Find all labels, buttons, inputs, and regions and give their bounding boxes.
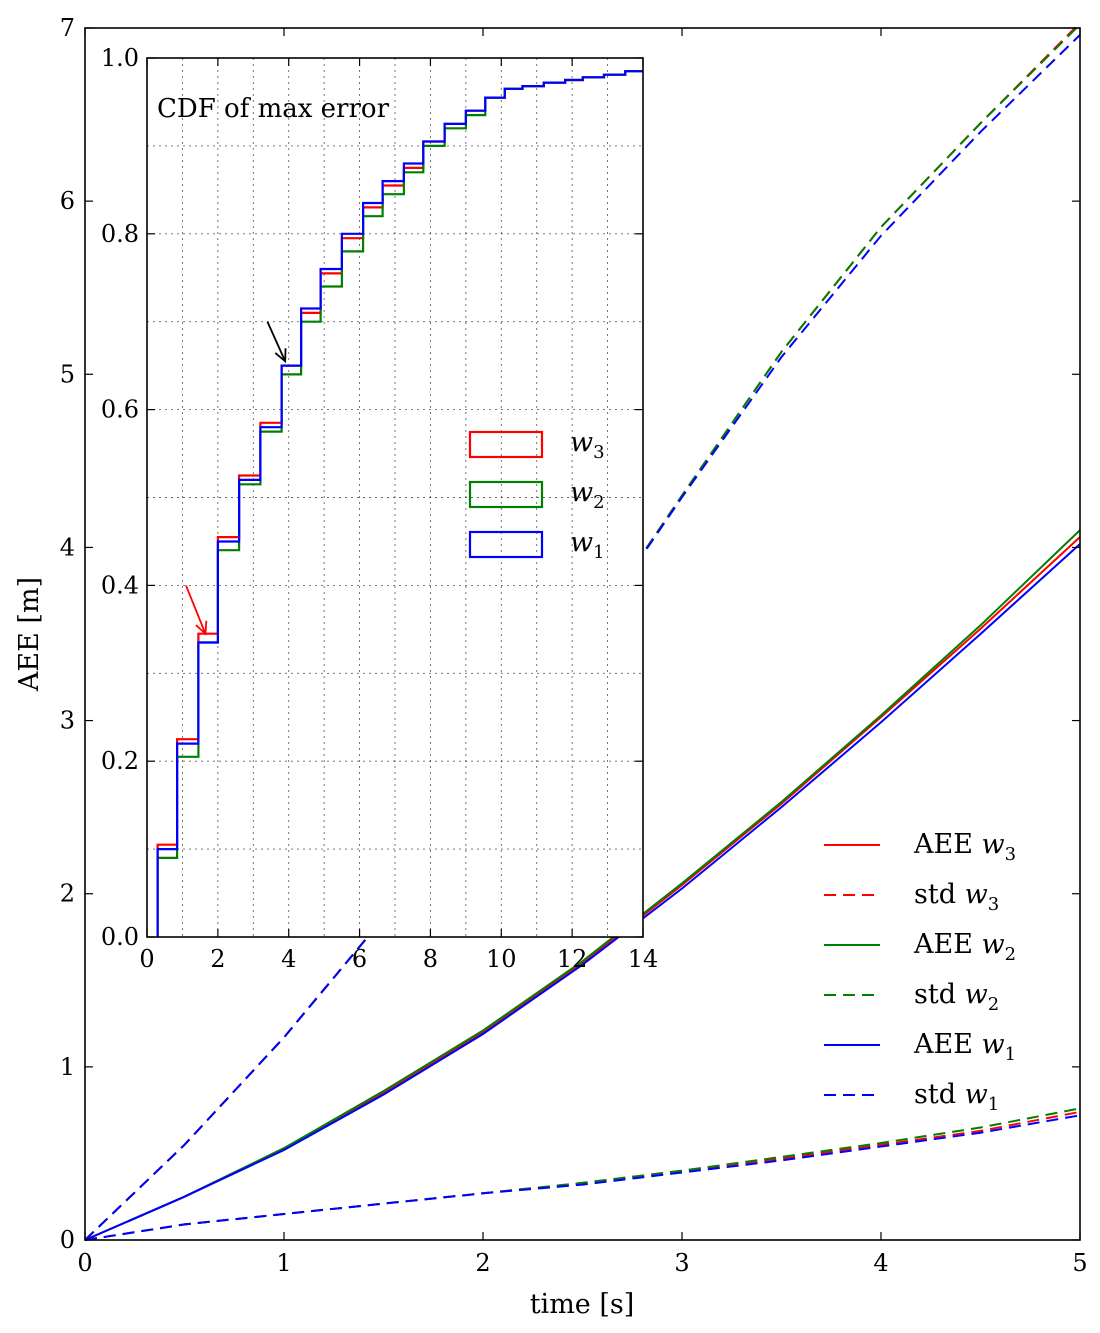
- inset-plot: 0 2 4 6 8 10 12 14 0.0 0.2 0.4 0.6 0.8 1.0 CDF of max…: [101, 44, 658, 973]
- annotation-arrow-shaft: [266, 321, 286, 362]
- inset-x-tick-label: 0: [139, 945, 154, 973]
- inset-x-tick-label: 6: [352, 945, 367, 973]
- legend-entry-aee-w2: AEE w2: [913, 929, 1016, 965]
- inset-legend-entry-w3: w3: [570, 427, 605, 463]
- x-tick-label: 4: [873, 1249, 888, 1277]
- inset-y-tick-label: 0.6: [101, 396, 139, 424]
- y-tick-label: 7: [60, 14, 75, 42]
- main-legend: AEE w3 std w3 AEE w2 std w2 AEE w1 std w1: [824, 829, 1016, 1115]
- x-tick-label: 0: [77, 1249, 92, 1277]
- legend-entry-std-w3: std w3: [914, 879, 999, 915]
- inset-x-tick-label: 14: [628, 945, 659, 973]
- annotation-arrow-head: [195, 620, 208, 636]
- inset-legend-swatch-w2: [468, 480, 544, 509]
- inset-x-tick-label: 8: [423, 945, 438, 973]
- inset-grid: [147, 58, 643, 937]
- inset-legend-entry-w2: w2: [570, 477, 605, 513]
- series-std-w3: [84, 1110, 1081, 1241]
- legend-entry-aee-w1: AEE w1: [913, 1029, 1016, 1065]
- inset-title: CDF of max error: [157, 94, 390, 124]
- inset-x-tick-label: 2: [210, 945, 225, 973]
- annotation-arrow-head: [274, 348, 287, 364]
- y-tick-label: 4: [60, 533, 75, 561]
- y-tick-label: 1: [60, 1053, 75, 1081]
- inset-x-tick-label: 10: [486, 945, 517, 973]
- legend-entry-aee-w3: AEE w3: [913, 829, 1016, 865]
- inset-legend-swatch-w3: [468, 430, 544, 459]
- y-tick-label: 6: [60, 187, 75, 215]
- y-tick-label: 3: [60, 707, 75, 735]
- inset-x-tick-label: 12: [557, 945, 588, 973]
- x-tick-label: 3: [674, 1249, 689, 1277]
- y-tick-label: 0: [60, 1226, 75, 1254]
- inset-ticks-group: 0 2 4 6 8 10 12 14 0.0 0.2 0.4 0.6 0.8 1.0: [101, 44, 658, 973]
- inset-axes-frame: [146, 57, 644, 938]
- inset-y-tick-label: 0.8: [101, 220, 139, 248]
- inset-y-tick-label: 0.0: [101, 923, 139, 951]
- inset-x-tick-label: 4: [281, 945, 296, 973]
- inset-y-tick-label: 0.4: [101, 571, 139, 599]
- inset-series-group: [156, 70, 643, 937]
- series-std-w1: [84, 1114, 1081, 1241]
- x-tick-label: 2: [475, 1249, 490, 1277]
- annotation-arrow-shaft: [185, 585, 207, 635]
- inset-y-tick-label: 0.2: [101, 747, 139, 775]
- inset-legend-swatch-w1: [468, 530, 544, 559]
- series-std-w2: [84, 1107, 1081, 1241]
- inset-legend: w3 w2 w1: [468, 427, 605, 563]
- y-tick-label: 5: [60, 360, 75, 388]
- cdf-series-w1: [156, 70, 643, 937]
- x-tick-label: 5: [1072, 1249, 1087, 1277]
- inset-y-tick-label: 1.0: [101, 44, 139, 72]
- main-axes-frame: [84, 27, 1081, 1241]
- inset-legend-entry-w1: w1: [570, 527, 605, 563]
- series-aee-w1: [84, 543, 1081, 1241]
- main-y-axis-label: AEE [m]: [14, 577, 45, 692]
- series-aee-w2: [84, 529, 1081, 1241]
- inset-annotations: [185, 321, 287, 636]
- main-x-axis-label: time [s]: [530, 1289, 635, 1320]
- y-tick-label: 2: [60, 880, 75, 908]
- legend-entry-std-w2: std w2: [914, 979, 999, 1015]
- x-tick-label: 1: [276, 1249, 291, 1277]
- legend-entry-std-w1: std w1: [914, 1079, 999, 1115]
